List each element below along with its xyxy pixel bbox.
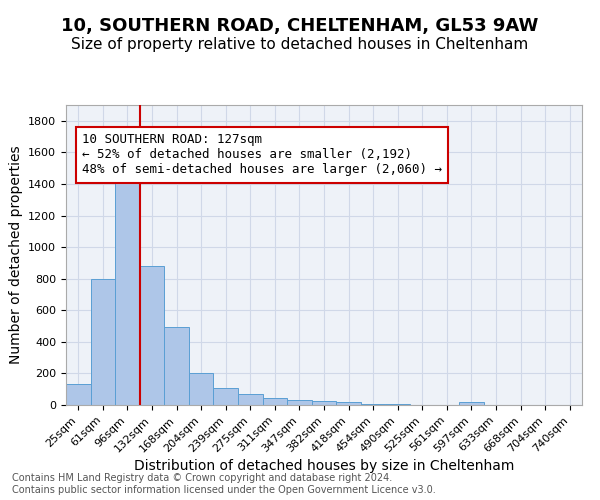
Bar bbox=[459, 402, 484, 405]
Bar bbox=[140, 266, 164, 405]
Text: 10 SOUTHERN ROAD: 127sqm
← 52% of detached houses are smaller (2,192)
48% of sem: 10 SOUTHERN ROAD: 127sqm ← 52% of detach… bbox=[82, 134, 442, 176]
Bar bbox=[385, 404, 410, 405]
Bar bbox=[66, 384, 91, 405]
Bar bbox=[115, 170, 140, 405]
Bar bbox=[238, 394, 263, 405]
Bar bbox=[361, 404, 385, 405]
Text: Size of property relative to detached houses in Cheltenham: Size of property relative to detached ho… bbox=[71, 38, 529, 52]
Bar bbox=[263, 398, 287, 405]
Y-axis label: Number of detached properties: Number of detached properties bbox=[8, 146, 23, 364]
Bar bbox=[91, 278, 115, 405]
Text: Contains HM Land Registry data © Crown copyright and database right 2024.
Contai: Contains HM Land Registry data © Crown c… bbox=[12, 474, 436, 495]
Bar bbox=[164, 327, 189, 405]
Text: 10, SOUTHERN ROAD, CHELTENHAM, GL53 9AW: 10, SOUTHERN ROAD, CHELTENHAM, GL53 9AW bbox=[61, 18, 539, 36]
Bar bbox=[336, 402, 361, 405]
Bar bbox=[287, 400, 312, 405]
X-axis label: Distribution of detached houses by size in Cheltenham: Distribution of detached houses by size … bbox=[134, 459, 514, 473]
Bar bbox=[189, 372, 214, 405]
Bar bbox=[312, 401, 336, 405]
Bar bbox=[214, 388, 238, 405]
